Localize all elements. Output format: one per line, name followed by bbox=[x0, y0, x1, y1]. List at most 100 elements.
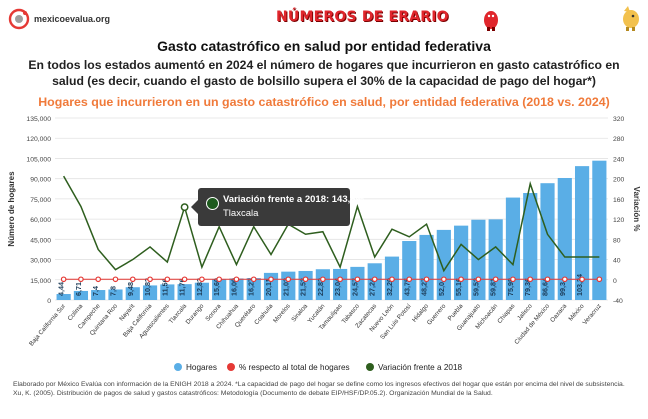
y2-tick-label: 80 bbox=[613, 237, 621, 244]
y2-axis-label: Variación % bbox=[632, 187, 641, 232]
pct-point bbox=[129, 276, 136, 283]
bar bbox=[557, 177, 572, 300]
bar-data-label: 23,04 bbox=[333, 278, 342, 296]
bar bbox=[56, 294, 71, 300]
page-subtitle: En todos los estados aumentó en 2024 el … bbox=[28, 58, 620, 88]
pct-point bbox=[285, 276, 292, 283]
mexicoevalua-logo[interactable]: mexicoevalua.org bbox=[8, 8, 110, 30]
bar-data-label: 48,27 bbox=[420, 278, 429, 296]
pct-point bbox=[441, 276, 447, 283]
pct-point bbox=[60, 276, 67, 283]
pct-point bbox=[510, 276, 516, 283]
bar-data-label: 75,98 bbox=[506, 278, 515, 296]
pct-point bbox=[147, 276, 153, 283]
bar-data-label: 16,27 bbox=[247, 278, 256, 296]
pct-point bbox=[302, 276, 309, 283]
bar-data-label: 7,4 bbox=[91, 286, 100, 296]
bar bbox=[73, 290, 89, 300]
y2-tick-label: 200 bbox=[613, 177, 625, 184]
x-tick-label: Veracruz bbox=[582, 303, 603, 327]
x-tick-label: San Luis Potosí bbox=[379, 303, 413, 341]
bar bbox=[592, 160, 607, 300]
y2-tick-label: 0 bbox=[613, 278, 617, 285]
axes: 0 15,000 30,000 45,000 60,000 75,000 90,000 105… bbox=[26, 116, 624, 305]
chart-tooltip: Variación frente a 2018: 143,6% Tlaxcala bbox=[191, 188, 364, 226]
y2-tick-label: 240 bbox=[613, 156, 625, 163]
pct-point bbox=[95, 276, 102, 283]
bar-data-label: 4,44 bbox=[57, 282, 66, 296]
chart-title: Hogares que incurrieron en un gasto cata… bbox=[38, 95, 610, 109]
variation-highlight-point bbox=[180, 203, 189, 212]
bar-data-label: 22,82 bbox=[316, 278, 325, 296]
y-tick-label: 105,000 bbox=[26, 156, 51, 163]
pct-point bbox=[354, 276, 361, 283]
mascot-yellow-icon bbox=[623, 6, 639, 31]
bar bbox=[574, 166, 590, 300]
bar-data-label: 86,64 bbox=[541, 278, 550, 296]
pct-point bbox=[199, 276, 205, 283]
y-tick-label: 45,000 bbox=[30, 237, 51, 244]
x-tick-label: Chiapas bbox=[496, 303, 516, 325]
chart: 0 15,000 30,000 45,000 60,000 75,000 90,000 105… bbox=[7, 116, 641, 372]
pct-point bbox=[423, 276, 430, 283]
y-tick-label: 75,000 bbox=[30, 197, 51, 204]
y2-tick-label: 320 bbox=[613, 116, 625, 123]
y2-tick-label: 40 bbox=[613, 258, 621, 265]
pct-point bbox=[458, 276, 464, 283]
pct-point bbox=[112, 276, 119, 283]
bar-data-label: 79,36 bbox=[523, 278, 532, 296]
bar bbox=[281, 271, 296, 300]
bar-data-label: 12,82 bbox=[195, 278, 204, 296]
y2-tick-label: 280 bbox=[613, 136, 625, 143]
x-tick-label: Morelos bbox=[272, 303, 292, 325]
pct-point bbox=[389, 276, 395, 283]
x-tick-label: Guerrero bbox=[426, 302, 448, 326]
bar-data-label: 32,20 bbox=[385, 278, 394, 296]
y2-tick-label: 160 bbox=[613, 197, 625, 204]
series-line-variation bbox=[62, 175, 600, 273]
bar bbox=[454, 225, 469, 300]
bar-data-label: 21,03 bbox=[281, 278, 290, 296]
x-tick-label: Coahuila bbox=[253, 302, 275, 326]
pct-point bbox=[406, 276, 413, 283]
pct-point bbox=[233, 276, 240, 283]
bar-data-label: 6,71 bbox=[74, 282, 83, 296]
legend-label-pct: % respecto al total de hogares bbox=[239, 363, 350, 372]
bar-data-label: 11,76 bbox=[178, 278, 187, 296]
pct-point bbox=[337, 276, 343, 283]
bar-data-label: 43,75 bbox=[402, 278, 411, 296]
bar bbox=[436, 229, 451, 300]
bar bbox=[505, 197, 521, 300]
pct-point bbox=[268, 276, 274, 283]
bar-data-label: 7,8 bbox=[108, 286, 117, 296]
pct-point bbox=[527, 276, 534, 283]
bar bbox=[246, 278, 261, 300]
y-tick-label: 0 bbox=[47, 298, 51, 305]
y-axis-label: Número de hogares bbox=[7, 171, 16, 247]
bar bbox=[142, 285, 158, 300]
legend: Hogares % respecto al total de hogares Var… bbox=[174, 363, 462, 372]
bar-data-label: 21,53 bbox=[299, 278, 308, 296]
logo-icon bbox=[8, 8, 30, 30]
bar bbox=[91, 290, 106, 300]
footnote: Elaborado por México Evalúa con informac… bbox=[13, 381, 625, 397]
pct-point bbox=[544, 276, 551, 283]
y2-tick-label: -40 bbox=[613, 298, 623, 305]
y-tick-label: 120,000 bbox=[26, 136, 51, 143]
pct-point bbox=[164, 276, 171, 283]
bar bbox=[108, 289, 123, 300]
x-tick-label: Oaxaca bbox=[549, 302, 569, 324]
y-tick-label: 15,000 bbox=[30, 278, 51, 285]
legend-marker-pct bbox=[227, 363, 235, 371]
y-tick-label: 135,000 bbox=[26, 116, 51, 123]
bar-labels: 4,44 6,71 7,4 7,8 9,48 10,82 11,56 11,76 12,82 15… bbox=[57, 274, 584, 296]
pct-point bbox=[320, 276, 326, 283]
bar-data-label: 59,81 bbox=[489, 278, 498, 296]
header: mexicoevalua.org NÚMEROS DE ERARIO bbox=[0, 0, 648, 36]
tooltip-category: Tlaxcala bbox=[223, 208, 259, 219]
y-tick-label: 30,000 bbox=[30, 258, 51, 265]
x-tick-labels: Baja California Sur ColimaCampecheQuintan… bbox=[28, 302, 603, 347]
x-tick-label: Baja California Sur bbox=[28, 303, 67, 348]
pct-point bbox=[492, 276, 499, 283]
bar-data-label: 59,53 bbox=[471, 278, 480, 296]
